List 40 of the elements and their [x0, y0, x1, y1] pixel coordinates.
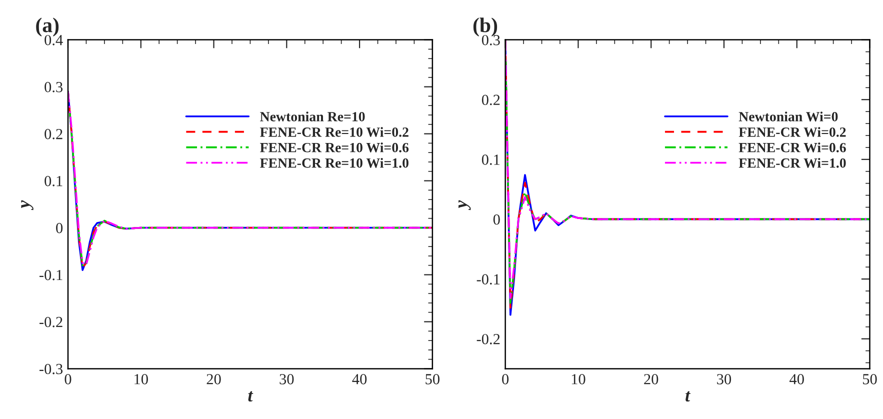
- y-tick-label: -0.2: [40, 316, 62, 328]
- legend-label: Newtonian Wi=0: [738, 112, 838, 122]
- y-axis-title: y: [21, 200, 34, 210]
- legend-label: FENE-CR Wi=1.0: [738, 158, 846, 168]
- x-tick-label: 30: [280, 374, 294, 384]
- x-tick-label: 50: [426, 374, 440, 384]
- x-axis-title: t: [686, 391, 690, 402]
- x-tick-label: 50: [863, 374, 877, 384]
- legend-label: FENE-CR Wi=0.6: [738, 142, 846, 152]
- x-tick-label: 20: [206, 374, 221, 384]
- y-tick-label: 0.1: [482, 154, 500, 165]
- y-tick-label: -0.3: [40, 364, 63, 374]
- legend-label: Newtonian Re=10: [260, 112, 365, 122]
- y-tick-label: 0.2: [44, 128, 62, 140]
- legend-label: FENE-CR Re=10 Wi=0.2: [260, 127, 408, 137]
- x-tick-label: 20: [644, 374, 658, 384]
- legend-label: FENE-CR Wi=0.2: [738, 127, 846, 137]
- y-tick-label: 0.2: [482, 94, 500, 106]
- y-axis-title: y: [458, 200, 471, 210]
- y-tick-label: 0: [56, 222, 63, 234]
- y-tick-label: -0.1: [476, 274, 500, 285]
- chart-title: (b): [473, 18, 498, 37]
- x-tick-label: 30: [717, 374, 732, 384]
- y-tick-label: 0: [493, 214, 500, 225]
- y-tick-label: -0.1: [40, 270, 62, 280]
- legend-label: FENE-CR Re=10 Wi=0.6: [260, 142, 409, 152]
- x-axis-title: t: [248, 391, 254, 402]
- legend-label: FENE-CR Re=10 Wi=1.0: [260, 158, 408, 168]
- x-tick-label: 40: [790, 374, 804, 384]
- x-tick-label: 10: [134, 374, 148, 384]
- y-tick-label: 0.3: [482, 34, 500, 46]
- y-tick-label: 0.4: [44, 34, 63, 46]
- x-tick-label: 0: [64, 374, 72, 384]
- chart-title: (a): [36, 18, 59, 37]
- y-tick-label: 0.1: [44, 176, 62, 186]
- y-tick-label: 0.3: [44, 82, 63, 92]
- x-tick-label: 10: [572, 374, 586, 384]
- x-tick-label: 0: [502, 374, 509, 384]
- y-tick-label: -0.2: [476, 334, 500, 344]
- x-tick-label: 40: [352, 374, 367, 384]
